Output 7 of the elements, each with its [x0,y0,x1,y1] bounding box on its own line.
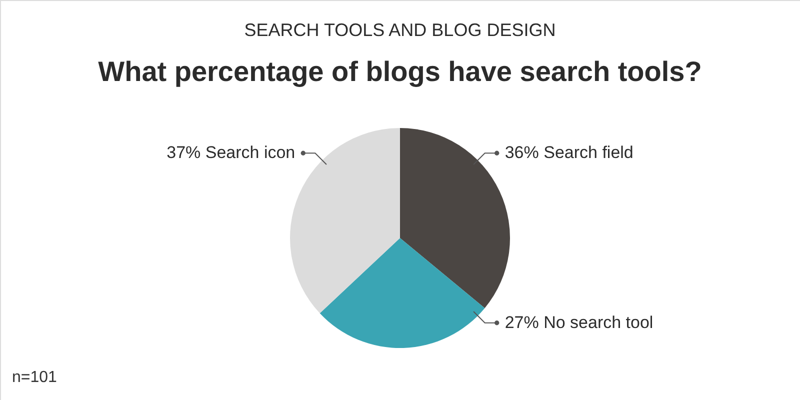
slice-label: 36% Search field [504,143,634,162]
slice-label: 37% Search icon [166,143,296,162]
text: n=101 [12,369,58,386]
pie-slice [320,238,485,348]
chart-subtitle: SEARCH TOOLS AND BLOG DESIGN [244,20,556,40]
chart-title: What percentage of blogs have search tools? [98,56,702,87]
slice-label: 27% No search tool [504,312,654,332]
